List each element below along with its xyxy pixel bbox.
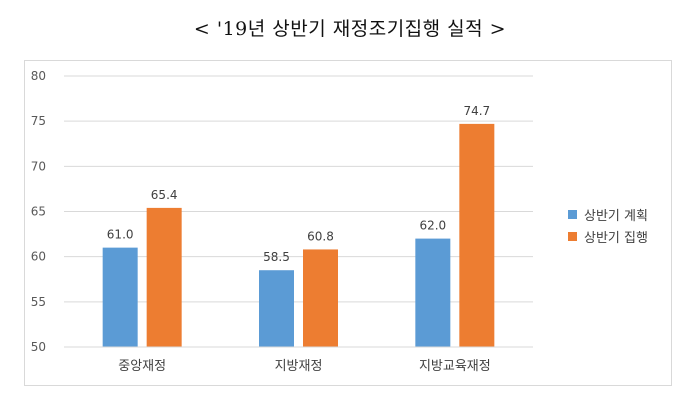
data-label-actual-0: 65.4 bbox=[151, 188, 178, 202]
bar-actual-0 bbox=[146, 207, 182, 347]
y-tick-label-65: 65 bbox=[31, 205, 46, 219]
bar-actual-1 bbox=[303, 249, 338, 347]
x-tick-label-0: 중앙재정 bbox=[118, 359, 166, 374]
bar-plan-2 bbox=[415, 238, 451, 347]
y-tick-label-50: 50 bbox=[31, 340, 46, 354]
x-tick-label-1: 지방재정 bbox=[275, 359, 323, 374]
data-label-plan-2: 62.0 bbox=[419, 219, 446, 233]
chart-title: < '19년 상반기 재정조기집행 실적 > bbox=[193, 18, 507, 40]
legend: 상반기 계획 상반기 집행 bbox=[568, 203, 648, 247]
legend-label-actual: 상반기 집행 bbox=[584, 230, 648, 246]
legend-swatch-plan bbox=[568, 209, 577, 219]
legend-item-plan: 상반기 계획 bbox=[568, 203, 648, 225]
data-label-actual-1: 60.8 bbox=[307, 229, 334, 243]
data-label-plan-1: 58.5 bbox=[263, 250, 290, 264]
y-tick-label-70: 70 bbox=[31, 159, 46, 173]
legend-swatch-actual bbox=[568, 231, 577, 241]
x-tick-label-2: 지방교육재정 bbox=[419, 359, 491, 374]
y-tick-label-80: 80 bbox=[31, 69, 46, 83]
y-tick-label-60: 60 bbox=[31, 250, 46, 264]
y-tick-label-55: 55 bbox=[31, 295, 46, 309]
data-label-actual-2: 74.7 bbox=[463, 104, 490, 118]
bar-plan-1 bbox=[259, 270, 294, 347]
legend-item-actual: 상반기 집행 bbox=[568, 225, 648, 247]
bar-plan-0 bbox=[102, 247, 138, 347]
bar-actual-2 bbox=[459, 123, 495, 347]
data-label-plan-0: 61.0 bbox=[107, 228, 134, 242]
legend-label-plan: 상반기 계획 bbox=[584, 208, 648, 224]
y-tick-label-75: 75 bbox=[31, 114, 46, 128]
